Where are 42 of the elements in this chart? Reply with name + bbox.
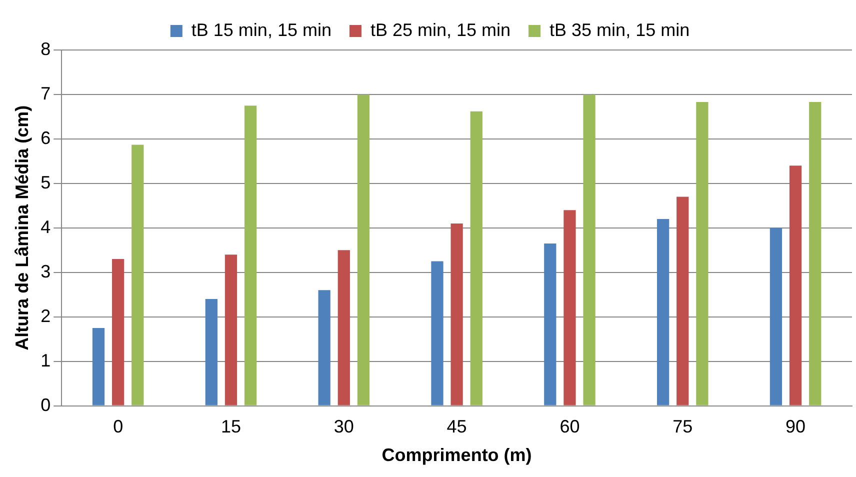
y-tick-label: 2 bbox=[40, 306, 51, 326]
legend-label: tB 15 min, 15 min bbox=[191, 20, 332, 40]
x-tick-label: 45 bbox=[446, 416, 467, 437]
bar bbox=[789, 166, 802, 406]
bar bbox=[696, 102, 708, 406]
bar bbox=[656, 219, 670, 406]
bar bbox=[770, 228, 782, 406]
bar bbox=[112, 259, 124, 406]
bar bbox=[132, 144, 144, 406]
bar bbox=[205, 299, 218, 406]
x-tick-label: 0 bbox=[113, 416, 124, 437]
bar bbox=[676, 196, 689, 406]
bar bbox=[224, 254, 238, 406]
bar bbox=[431, 261, 444, 406]
bar bbox=[338, 250, 350, 406]
bar bbox=[244, 106, 257, 406]
y-tick-label: 4 bbox=[40, 216, 51, 237]
bar bbox=[318, 290, 330, 406]
bar bbox=[450, 223, 463, 406]
x-tick-label: 60 bbox=[560, 416, 580, 437]
y-tick-label: 5 bbox=[40, 172, 51, 192]
legend-label: tB 35 min, 15 min bbox=[550, 20, 690, 40]
x-axis-title: Comprimento (m) bbox=[382, 445, 532, 466]
y-tick-label: 8 bbox=[40, 38, 51, 59]
x-tick-label: 75 bbox=[672, 416, 693, 437]
bar bbox=[470, 111, 482, 406]
x-tick-label: 15 bbox=[220, 416, 241, 437]
y-tick-label: 3 bbox=[40, 261, 51, 282]
y-axis-title: Altura de Lâmina Média (cm) bbox=[12, 105, 32, 350]
x-tick-label: 90 bbox=[786, 416, 806, 437]
bar bbox=[583, 94, 596, 406]
y-tick-label: 1 bbox=[40, 350, 51, 370]
bar bbox=[357, 94, 370, 406]
bar bbox=[544, 243, 556, 406]
bar bbox=[564, 210, 576, 406]
bar bbox=[92, 328, 105, 406]
y-tick-label: 0 bbox=[40, 394, 51, 415]
x-tick-label: 30 bbox=[334, 416, 354, 437]
bar bbox=[809, 102, 822, 406]
y-tick-label: 6 bbox=[40, 128, 51, 148]
y-tick-label: 7 bbox=[40, 83, 51, 104]
legend-label: tB 25 min, 15 min bbox=[370, 20, 511, 40]
